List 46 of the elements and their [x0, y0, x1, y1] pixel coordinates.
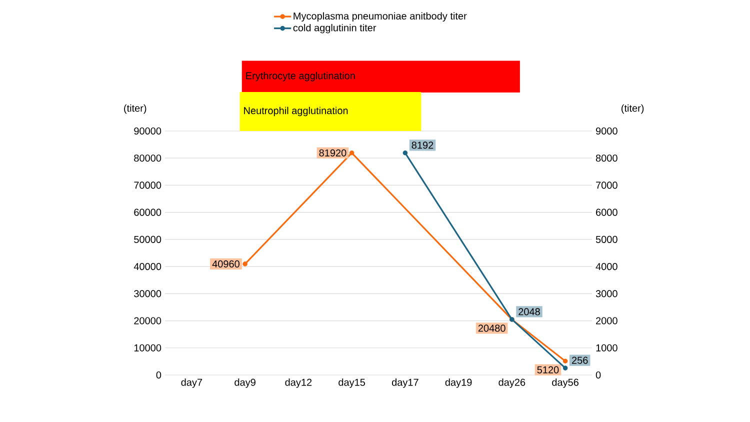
x-tick-label: day17 — [392, 378, 418, 388]
data-label: 20480 — [478, 324, 506, 332]
y-axis-title: (titer) — [124, 104, 146, 114]
y-tick-label: 50000 — [134, 236, 162, 243]
data-label: 8192 — [412, 142, 434, 149]
x-tick-label: day15 — [338, 378, 366, 388]
point — [402, 150, 408, 156]
x-tick-label: day19 — [445, 378, 472, 388]
data-label: 256 — [572, 356, 588, 364]
text: Erythrocyte agglutination — [246, 72, 355, 82]
y-tick-label: 60000 — [134, 208, 162, 216]
point — [562, 366, 568, 370]
y2-tick-label: 5000 — [596, 236, 618, 243]
y2-tick-label: 8000 — [596, 154, 618, 162]
y2-tick-label: 3000 — [596, 290, 618, 298]
point — [242, 262, 248, 266]
text: Neutrophil agglutination — [244, 106, 348, 116]
y-tick-label: 0 — [156, 371, 162, 379]
legend-label: Mycoplasma pneumoniae anitbody titer — [294, 12, 467, 22]
data-label: 2048 — [518, 308, 540, 316]
point — [562, 358, 568, 364]
x-tick-label: day56 — [552, 378, 578, 388]
y2-axis-title: (titer) — [622, 104, 644, 114]
y-tick-label: 40000 — [134, 263, 162, 270]
data-label: 40960 — [212, 260, 240, 268]
y2-tick-label: 1000 — [596, 344, 618, 352]
y2-tick-label: 6000 — [596, 208, 618, 216]
y-tick-label: 30000 — [134, 290, 162, 298]
y-tick-label: 10000 — [134, 344, 162, 352]
x-tick-label: day12 — [285, 378, 312, 388]
data-label: 5120 — [537, 366, 559, 374]
y2-tick-label: 0 — [596, 371, 601, 379]
x-tick-label: day9 — [234, 378, 256, 388]
point — [349, 150, 354, 156]
y2-tick-label: 2000 — [596, 317, 618, 324]
y2-tick-label: 4000 — [596, 263, 618, 270]
y-tick-label: 90000 — [134, 127, 162, 135]
y2-tick-label: 9000 — [596, 127, 618, 135]
y2-tick-label: 7000 — [596, 182, 618, 189]
x-tick-label: day26 — [498, 378, 526, 388]
y-tick-label: 20000 — [134, 317, 162, 324]
y-tick-label: 80000 — [134, 154, 162, 162]
x-tick-label: day7 — [181, 378, 202, 388]
y-tick-label: 70000 — [134, 182, 162, 189]
data-label: 81920 — [319, 149, 346, 156]
legend-label: cold agglutinin titer — [293, 24, 376, 34]
